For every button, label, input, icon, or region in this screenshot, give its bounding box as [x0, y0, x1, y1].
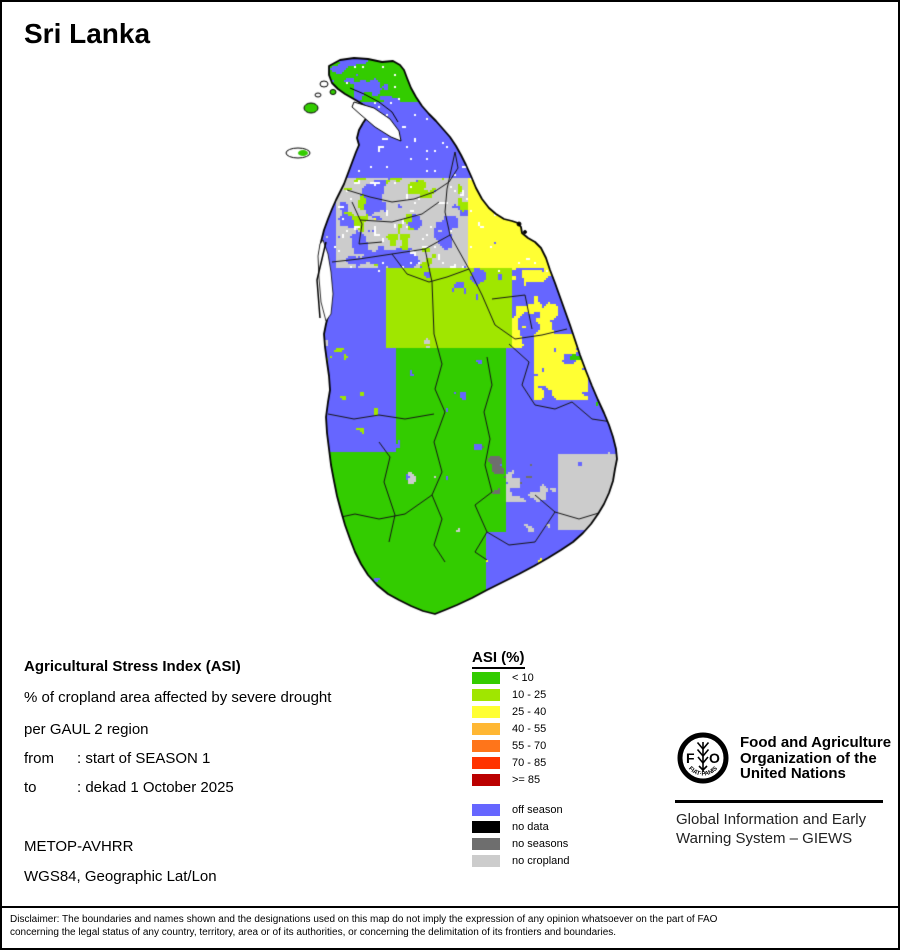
legend-swatch [472, 804, 500, 816]
fao-logo-wheat [696, 741, 710, 772]
legend-row: 10 - 25 [472, 689, 546, 701]
legend-row: off season [472, 804, 570, 816]
legend-label: >= 85 [512, 774, 541, 786]
disclaimer-divider [2, 906, 898, 908]
legend-label: 25 - 40 [512, 706, 547, 718]
legend-label: off season [512, 804, 563, 816]
legend-swatch [472, 855, 500, 867]
legend-row: 55 - 70 [472, 740, 546, 752]
legend-other-classes: off season no data no seasons no cropland [472, 804, 570, 872]
legend-row: >= 85 [472, 774, 546, 786]
asi-subtitle-2: per GAUL 2 region [24, 721, 149, 738]
legend-swatch [472, 740, 500, 752]
legend-row: 40 - 55 [472, 723, 546, 735]
disclaimer-line: Disclaimer: The boundaries and names sho… [10, 914, 718, 925]
legend-swatch [472, 821, 500, 833]
legend-label: no seasons [512, 838, 569, 850]
disclaimer: Disclaimer: The boundaries and names sho… [10, 913, 894, 939]
period-from: from : start of SEASON 1 [24, 750, 210, 767]
projection-name: WGS84, Geographic Lat/Lon [24, 868, 217, 885]
legend-heading: ASI (%) [472, 649, 525, 669]
legend-row: 25 - 40 [472, 706, 546, 718]
legend-swatch [472, 672, 500, 684]
period-from-value: : start of SEASON 1 [77, 750, 211, 767]
period-from-label: from [24, 750, 54, 767]
asi-subtitle-1: % of cropland area affected by severe dr… [24, 689, 332, 706]
legend-swatch [472, 723, 500, 735]
legend-label: 10 - 25 [512, 689, 547, 701]
fao-logo: F O FIAT·PANIS [677, 732, 729, 784]
legend-label: < 10 [512, 672, 534, 684]
giews-line: Global Information and Early [676, 811, 867, 828]
legend-row: 70 - 85 [472, 757, 546, 769]
fao-logo-letter-f: F [686, 750, 695, 766]
legend-swatch [472, 757, 500, 769]
fao-org-line: Organization of the [740, 749, 877, 767]
fao-logo-letter-o: O [709, 750, 720, 766]
legend-swatch [472, 706, 500, 718]
legend-label: no cropland [512, 855, 570, 867]
period-to-label: to [24, 779, 37, 796]
legend-swatch [472, 774, 500, 786]
legend-label: no data [512, 821, 549, 833]
legend-swatch [472, 838, 500, 850]
fao-org-line: Food and Agriculture [740, 734, 892, 751]
fao-divider [675, 800, 883, 803]
giews-line: Warning System – GIEWS [676, 830, 853, 847]
giews-name: Global Information and Early Warning Sys… [676, 810, 866, 848]
disclaimer-line: concerning the legal status of any count… [10, 927, 617, 938]
legend-row: < 10 [472, 672, 546, 684]
legend-label: 70 - 85 [512, 757, 547, 769]
period-to-value: : dekad 1 October 2025 [77, 779, 234, 796]
sensor-name: METOP-AVHRR [24, 838, 134, 855]
fao-logo-motto: FIAT·PANIS [687, 766, 719, 778]
asi-heading: Agricultural Stress Index (ASI) [24, 658, 241, 675]
fao-org-line: United Nations [740, 765, 846, 782]
legend-label: 40 - 55 [512, 723, 547, 735]
fao-org-name: Food and Agriculture Organization of the… [740, 735, 891, 782]
legend-swatch [472, 689, 500, 701]
legend-row: no cropland [472, 855, 570, 867]
legend-row: no seasons [472, 838, 570, 850]
legend-label: 55 - 70 [512, 740, 547, 752]
legend-row: no data [472, 821, 570, 833]
period-to: to : dekad 1 October 2025 [24, 779, 234, 796]
legend-asi-classes: < 10 10 - 25 25 - 40 40 - 55 55 - 70 70 - 85 >… [472, 672, 546, 791]
